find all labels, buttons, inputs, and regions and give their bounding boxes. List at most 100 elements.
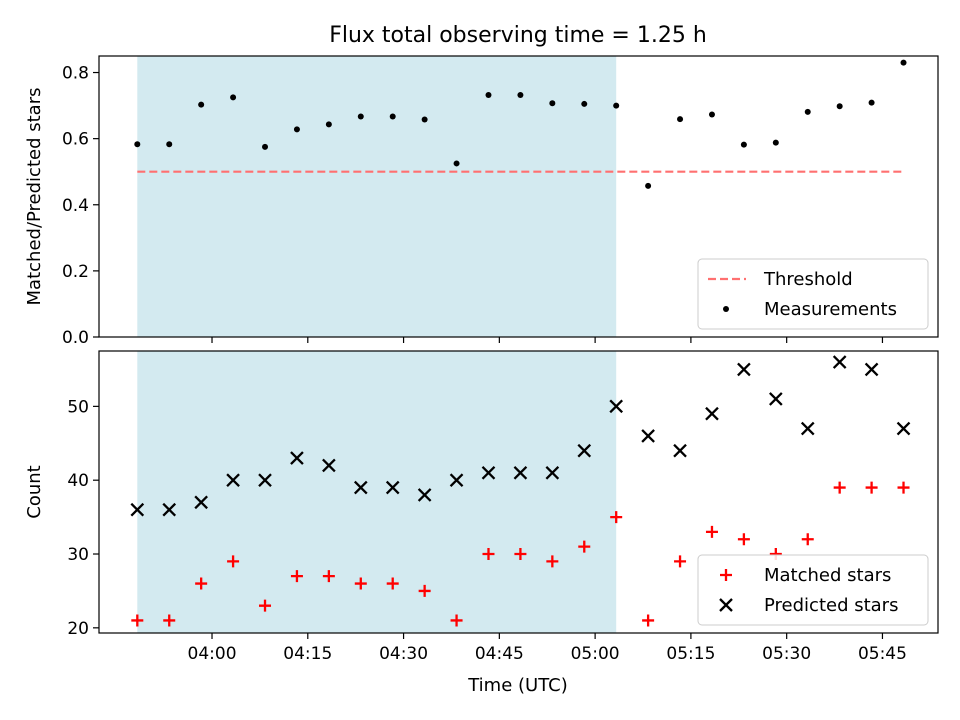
count-series (131, 481, 910, 627)
predicted-star-point (130, 502, 145, 517)
matched-star-point (578, 540, 591, 553)
measurement-point (325, 121, 332, 128)
predicted-star-point (226, 473, 240, 488)
measurement-point (645, 182, 652, 189)
matched-star-point (865, 481, 878, 494)
ratio-series (134, 59, 907, 189)
predicted-star-point (194, 495, 208, 510)
measurement-point (613, 102, 620, 109)
ratio-axes-frame (98, 55, 939, 338)
matched-star-point (386, 577, 399, 590)
legend-measurement-swatch (723, 306, 729, 312)
matched-star-point (674, 555, 687, 568)
measurement-point (389, 113, 396, 120)
count-legend: Matched stars Predicted stars (697, 554, 929, 626)
x-axis-label: Time (UTC) (467, 675, 568, 696)
matched-star-point (737, 533, 750, 546)
legend-box (697, 258, 929, 330)
measurement-point (677, 116, 684, 123)
matched-star-point (163, 614, 176, 627)
legend-matched-swatch (720, 569, 732, 581)
x-tick-label: 04:30 (379, 644, 428, 664)
ratio-y-tick-label: 0.8 (62, 64, 89, 84)
measurement-point (517, 92, 524, 99)
measurement-point (453, 160, 460, 167)
ratio-y-tick-label: 0.6 (62, 130, 89, 150)
ratio-observing-window (137, 56, 617, 337)
predicted-star-point (705, 406, 719, 421)
predicted-star-point (258, 473, 272, 488)
ratio-panel: 0.0 0.2 0.4 0.6 0.8 Matched/Predicted stars Th… (24, 55, 939, 348)
measurement-point (868, 99, 875, 106)
x-tick-label: 04:15 (283, 644, 332, 664)
measurement-point (836, 103, 843, 110)
ratio-y-tick-label: 0.2 (62, 262, 89, 282)
measurement-point (134, 141, 141, 148)
predicted-star-point (385, 480, 400, 495)
matched-star-point (450, 614, 463, 627)
measurement-point (740, 141, 747, 148)
predicted-star-point (641, 429, 655, 443)
measurement-point (198, 101, 205, 108)
measurement-point (357, 113, 364, 120)
predicted-star-point (545, 465, 560, 480)
measurement-point (230, 94, 237, 101)
matched-star-point (897, 481, 910, 494)
predicted-star-point (162, 502, 177, 517)
predicted-star-point (449, 473, 464, 488)
matched-star-point (482, 548, 495, 561)
count-panel: 04:00 04:15 04:30 04:45 05:00 05:15 05:30 05:45… (24, 350, 939, 664)
count-y-tick-label: 30 (67, 545, 89, 565)
matched-star-point (418, 584, 431, 597)
count-y-tick-label: 20 (67, 619, 89, 639)
x-tick-label: 05:00 (571, 644, 620, 664)
predicted-star-point (609, 399, 624, 414)
measurement-point (421, 116, 428, 123)
measurement-point (549, 100, 556, 107)
predicted-star-point (737, 362, 751, 377)
measurement-point (293, 126, 300, 133)
ratio-y-tick-label: 0.0 (62, 328, 89, 348)
predicted-star-point (417, 488, 432, 502)
ratio-legend: Threshold Measurements (697, 258, 929, 330)
measurement-point (900, 59, 907, 66)
measurement-point (262, 143, 269, 150)
x-tick-label: 05:45 (858, 644, 907, 664)
matched-star-point (354, 577, 367, 590)
matched-star-point (227, 555, 240, 568)
predicted-star-point (322, 458, 336, 473)
matched-star-point (801, 533, 814, 546)
measurement-point (708, 111, 715, 118)
matched-star-point (705, 525, 718, 538)
predicted-star-point (832, 355, 847, 369)
legend-label: Measurements (764, 299, 897, 320)
count-y-tick-label: 50 (67, 397, 89, 417)
predicted-star-point (896, 421, 911, 436)
count-series (130, 355, 911, 517)
legend-label: Predicted stars (764, 595, 898, 616)
chart-title: Flux total observing time = 1.25 h (329, 23, 707, 48)
measurement-point (166, 141, 173, 148)
x-tick-label: 05:15 (666, 644, 715, 664)
predicted-star-point (769, 392, 783, 406)
legend-predicted-swatch (719, 598, 733, 612)
predicted-star-point (864, 362, 879, 377)
matched-star-point (131, 614, 144, 627)
measurement-point (581, 100, 588, 107)
matched-star-point (610, 511, 623, 524)
count-axes-frame (98, 350, 939, 634)
measurement-point (772, 139, 779, 146)
matched-star-point (259, 599, 272, 612)
ratio-y-axis-label: Matched/Predicted stars (24, 88, 45, 306)
predicted-star-point (481, 465, 496, 480)
x-tick-label: 04:45 (475, 644, 524, 664)
matched-star-point (833, 481, 846, 494)
predicted-star-point (353, 480, 368, 495)
matched-star-point (290, 570, 303, 583)
x-tick-label: 04:00 (188, 644, 237, 664)
matched-star-point (322, 570, 335, 583)
legend-label: Threshold (763, 269, 853, 290)
ratio-y-tick-label: 0.4 (62, 196, 89, 216)
measurement-point (485, 92, 492, 99)
